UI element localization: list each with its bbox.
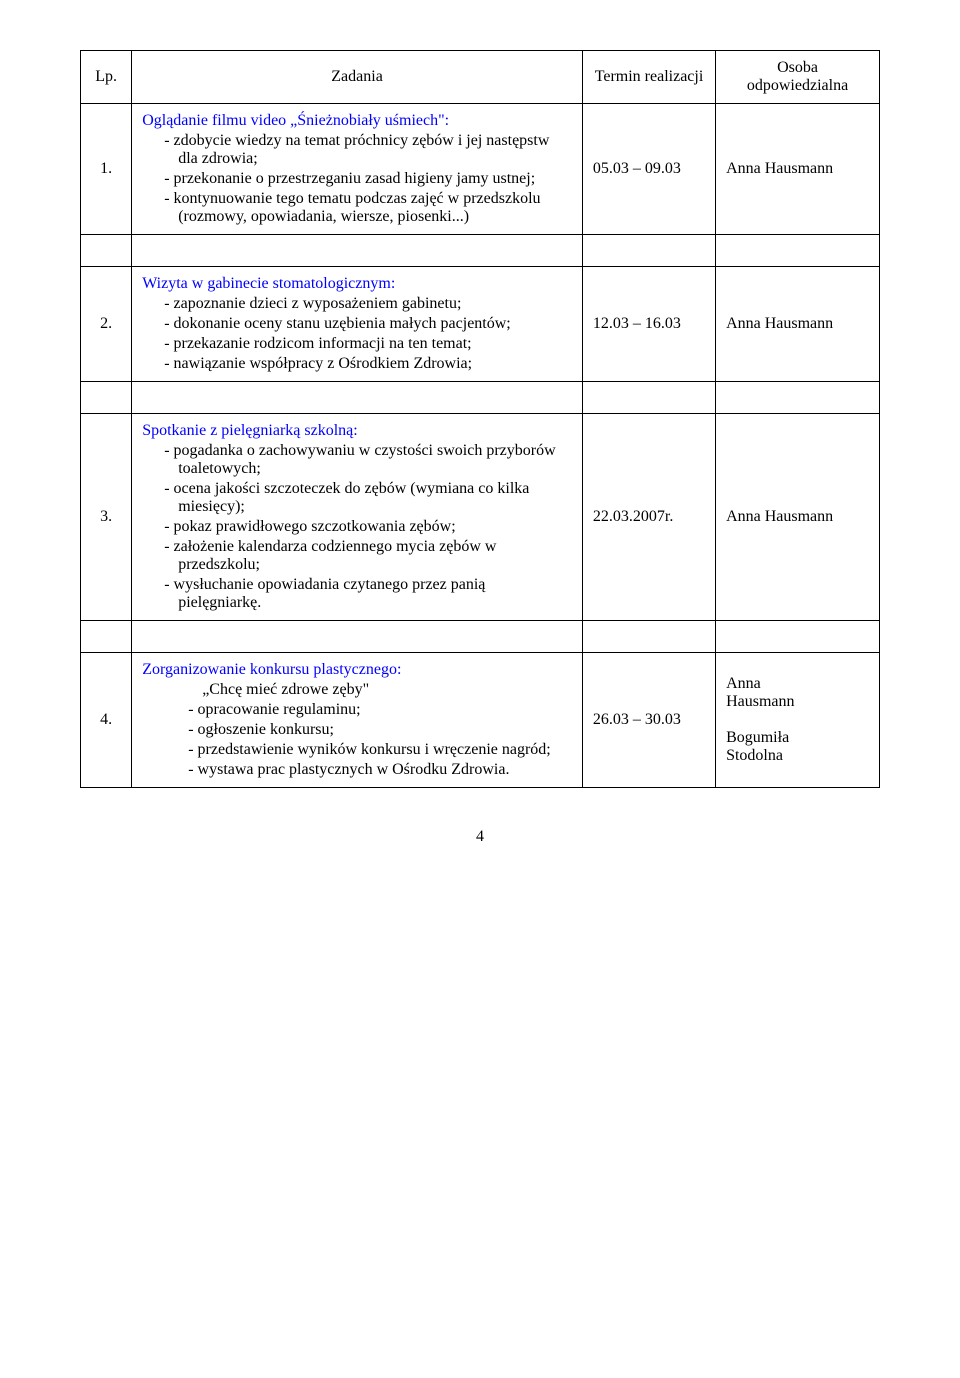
table-row: 2. Wizyta w gabinecie stomatologicznym: … [81, 267, 880, 382]
task-item: - ogłoszenie konkursu; [202, 721, 572, 739]
row-osoba: Anna Hausmann [716, 414, 880, 621]
header-lp: Lp. [81, 51, 132, 104]
row-termin: 26.03 – 30.03 [582, 653, 715, 788]
row-zadania: Wizyta w gabinecie stomatologicznym: - z… [132, 267, 583, 382]
row-zadania: Zorganizowanie konkursu plastycznego: „C… [132, 653, 583, 788]
header-zadania: Zadania [132, 51, 583, 104]
tasks-table: Lp. Zadania Termin realizacji Osoba odpo… [80, 50, 880, 788]
table-row: 1. Oglądanie filmu video „Śnieżnobiały u… [81, 104, 880, 235]
task-title: Zorganizowanie konkursu plastycznego: [142, 661, 572, 679]
task-item: - wystawa prac plastycznych w Ośrodku Zd… [202, 761, 572, 779]
row-osoba: Anna Hausmann Bogumiła Stodolna [716, 653, 880, 788]
task-item: - założenie kalendarza codziennego mycia… [178, 538, 572, 574]
row-osoba: Anna Hausmann [716, 267, 880, 382]
row-termin: 05.03 – 09.03 [582, 104, 715, 235]
row-osoba: Anna Hausmann [716, 104, 880, 235]
task-item: - kontynuowanie tego tematu podczas zaję… [178, 190, 572, 226]
spacer [81, 235, 880, 267]
task-item: - pogadanka o zachowywaniu w czystości s… [178, 442, 572, 478]
header-termin: Termin realizacji [582, 51, 715, 104]
task-title: Spotkanie z pielęgniarką szkolną: [142, 422, 572, 440]
table-row: 4. Zorganizowanie konkursu plastycznego:… [81, 653, 880, 788]
spacer [81, 382, 880, 414]
row-termin: 22.03.2007r. [582, 414, 715, 621]
osoba-line: Hausmann [726, 693, 869, 711]
header-row: Lp. Zadania Termin realizacji Osoba odpo… [81, 51, 880, 104]
task-item: - dokonanie oceny stanu uzębienia małych… [178, 315, 572, 333]
row-termin: 12.03 – 16.03 [582, 267, 715, 382]
osoba-line: Anna [726, 675, 869, 693]
row-lp: 3. [81, 414, 132, 621]
task-item: - opracowanie regulaminu; [202, 701, 572, 719]
task-item: - zdobycie wiedzy na temat próchnicy zęb… [178, 132, 572, 168]
task-item: - ocena jakości szczoteczek do zębów (wy… [178, 480, 572, 516]
task-item: - przekazanie rodzicom informacji na ten… [178, 335, 572, 353]
task-title: Oglądanie filmu video „Śnieżnobiały uśmi… [142, 112, 572, 130]
page-number: 4 [80, 828, 880, 846]
row-lp: 1. [81, 104, 132, 235]
row-lp: 4. [81, 653, 132, 788]
task-item: - pokaz prawidłowego szczotkowania zębów… [178, 518, 572, 536]
osoba-line: Stodolna [726, 747, 869, 765]
row-lp: 2. [81, 267, 132, 382]
spacer [81, 621, 880, 653]
task-quote: „Chcę mieć zdrowe zęby" [202, 681, 572, 699]
osoba-line [726, 711, 869, 729]
task-item: - nawiązanie współpracy z Ośrodkiem Zdro… [178, 355, 572, 373]
task-title: Wizyta w gabinecie stomatologicznym: [142, 275, 572, 293]
row-zadania: Oglądanie filmu video „Śnieżnobiały uśmi… [132, 104, 583, 235]
header-osoba: Osoba odpowiedzialna [716, 51, 880, 104]
task-item: - wysłuchanie opowiadania czytanego prze… [178, 576, 572, 612]
osoba-line: Bogumiła [726, 729, 869, 747]
task-item: - przekonanie o przestrzeganiu zasad hig… [178, 170, 572, 188]
task-item: - zapoznanie dzieci z wyposażeniem gabin… [178, 295, 572, 313]
table-row: 3. Spotkanie z pielęgniarką szkolną: - p… [81, 414, 880, 621]
row-zadania: Spotkanie z pielęgniarką szkolną: - poga… [132, 414, 583, 621]
task-item: - przedstawienie wyników konkursu i wręc… [202, 741, 572, 759]
